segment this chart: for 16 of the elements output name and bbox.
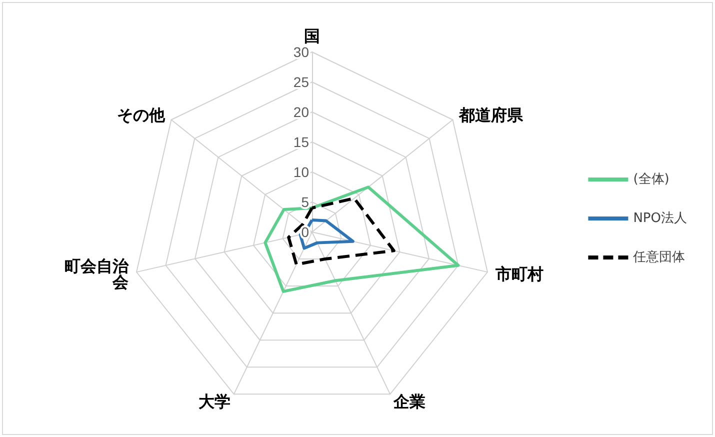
legend-label: NPO法人 [633, 211, 687, 226]
legend-label: 任意団体 [632, 250, 686, 265]
y-tick-label: 20 [293, 104, 310, 120]
spoke-label: その他 [117, 105, 166, 124]
y-tick-label: 15 [293, 134, 310, 150]
y-tick-label: 5 [301, 194, 310, 210]
y-tick-label: 10 [293, 164, 310, 180]
spoke-label: 大学 [198, 392, 230, 411]
spoke-label: 都道府県 [458, 105, 524, 124]
spoke-label: 国 [304, 26, 320, 46]
legend-label: (全体) [633, 172, 670, 187]
spoke-label: 町会自治会 [64, 256, 130, 292]
y-tick-label: 25 [293, 74, 310, 90]
spoke-label: 企業 [392, 392, 426, 411]
y-tick-label: 30 [293, 44, 310, 60]
spoke-label: 市町村 [494, 264, 544, 284]
